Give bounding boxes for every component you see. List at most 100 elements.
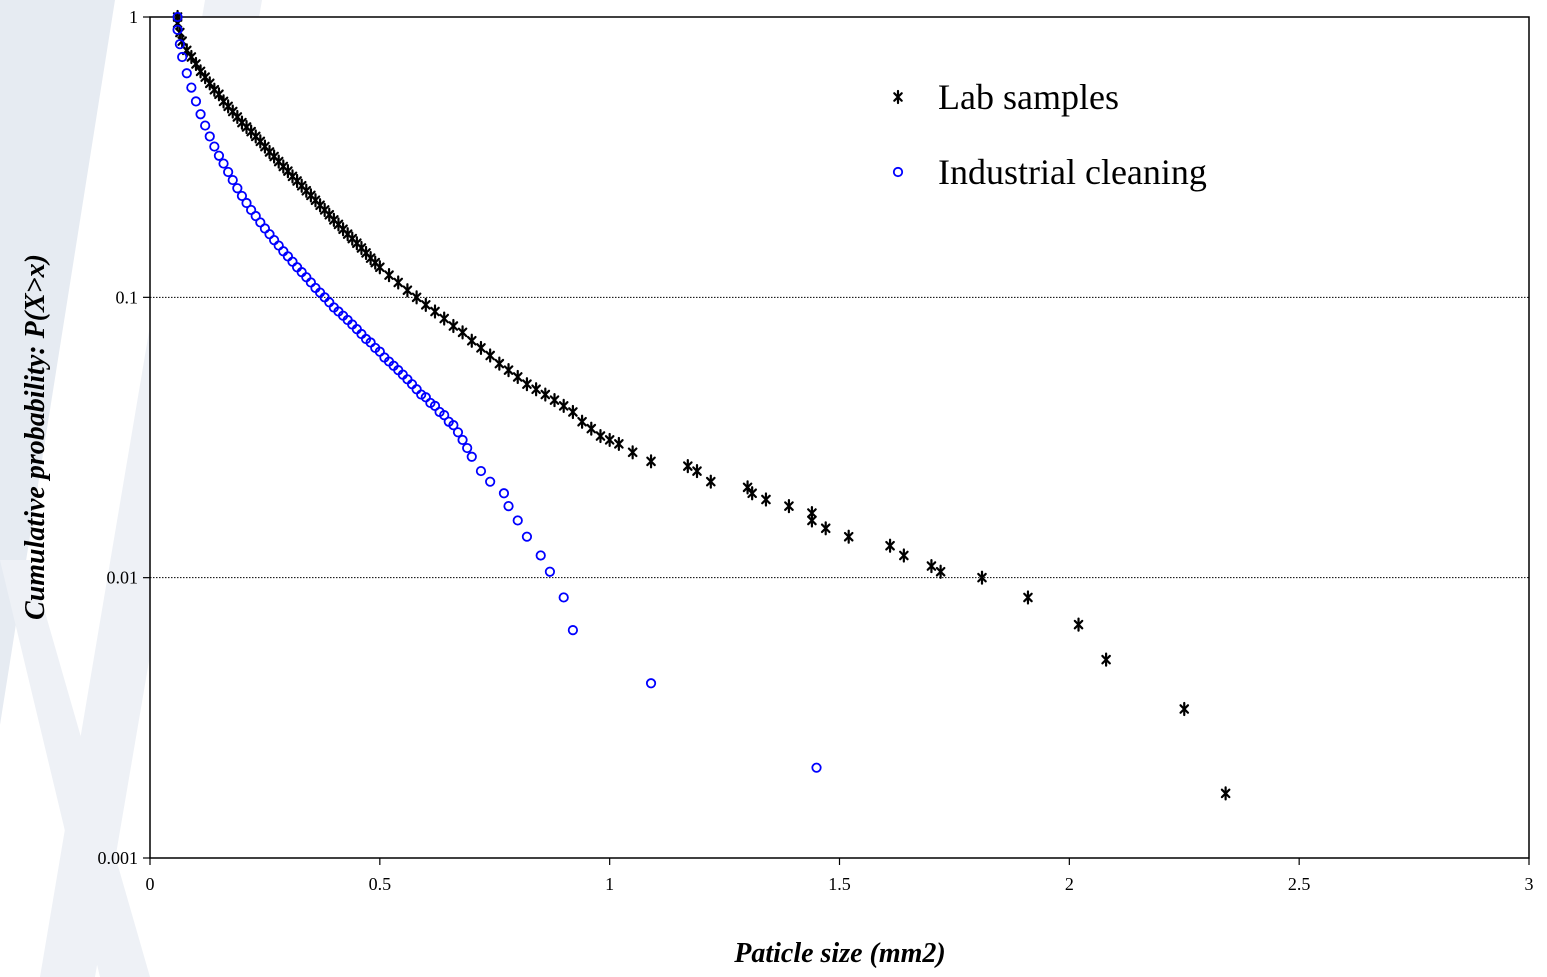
industrial-cleaning-point [452, 427, 464, 438]
lab-sample-point [784, 499, 794, 514]
x-axis-title: Paticle size (mm2) [733, 938, 946, 969]
industrial-cleaning-point [195, 109, 206, 120]
lab-sample-point [494, 356, 505, 371]
industrial-cleaning-point [645, 678, 657, 689]
x-tick-label: 0 [146, 874, 155, 894]
lab-sample-point [595, 428, 606, 444]
industrial-cleaning-point [204, 131, 215, 142]
legend-label: Industrial cleaning [938, 152, 1207, 192]
lab-sample-point [682, 459, 693, 474]
background-stripe [0, 0, 115, 725]
industrial-cleaning-point [241, 197, 252, 209]
lab-sample-point [843, 529, 854, 544]
lab-sample-point [977, 570, 987, 585]
industrial-cleaning-point [457, 434, 468, 446]
industrial-cleaning-point [172, 24, 183, 35]
background-stripe [0, 560, 150, 977]
series-industrial-cleaning [172, 11, 822, 773]
industrial-cleaning-point [177, 51, 188, 63]
x-tick-label: 1 [605, 874, 614, 894]
plot-background [150, 17, 1529, 858]
lab-sample-point [531, 382, 541, 397]
industrial-cleaning-point [209, 141, 220, 152]
industrial-cleaning-point [232, 183, 243, 194]
industrial-cleaning-point [558, 592, 569, 603]
industrial-cleaning-point [498, 488, 510, 499]
industrial-cleaning-point [521, 531, 533, 542]
industrial-cleaning-point [475, 465, 487, 477]
lab-sample-point [476, 340, 486, 356]
lab-sample-point [485, 348, 495, 363]
x-tick-label: 2.5 [1288, 874, 1311, 894]
lab-sample-point [448, 318, 459, 334]
axes: 0 0.5 1 1.5 2 2.5 3 0.001 0.01 0.1 1 [98, 7, 1534, 894]
industrial-cleaning-point [567, 625, 578, 636]
industrial-cleaning-point [172, 11, 183, 23]
lab-sample-point [204, 76, 215, 91]
lab-sample-point [807, 513, 817, 528]
x-tick-label: 3 [1525, 874, 1534, 894]
lab-sample-point [402, 283, 413, 298]
lab-sample-point [820, 521, 831, 536]
lab-sample-point [1023, 590, 1033, 605]
lab-sample-point [761, 492, 771, 507]
lab-sample-point [549, 392, 560, 408]
x-tick-label: 0.5 [369, 874, 392, 894]
industrial-cleaning-point [811, 762, 822, 773]
lab-sample-point [522, 377, 532, 392]
lab-sample-point [899, 548, 909, 563]
industrial-cleaning-point [512, 515, 523, 526]
lab-sample-point [1220, 786, 1231, 801]
lab-sample-point [604, 432, 615, 448]
lab-sample-point [1101, 652, 1111, 667]
industrial-cleaning-point [503, 501, 514, 512]
lab-sample-point [627, 445, 638, 460]
industrial-cleaning-point [223, 166, 234, 178]
lab-sample-point [540, 387, 551, 402]
lab-sample-point [512, 369, 523, 385]
lab-sample-point [503, 363, 514, 378]
lab-sample-point [457, 325, 468, 340]
lab-sample-point [466, 333, 477, 348]
series-layer [172, 9, 1231, 801]
y-tick-label: 0.1 [116, 287, 139, 307]
industrial-cleaning-point [213, 150, 225, 161]
industrial-cleaning-point [535, 550, 546, 561]
lab-sample-point [586, 421, 597, 436]
industrial-cleaning-point [485, 476, 496, 487]
industrial-cleaning-point [466, 451, 477, 462]
industrial-cleaning-point [439, 410, 450, 421]
lab-sample-point [1179, 701, 1190, 717]
x-tick-label: 1.5 [828, 874, 851, 894]
y-tick-label: 0.001 [98, 848, 139, 868]
lab-sample-point [375, 260, 385, 275]
industrial-cleaning-point [218, 158, 229, 169]
industrial-cleaning-point [448, 420, 459, 431]
lab-sample-point [393, 275, 404, 290]
y-tick-label: 0.01 [107, 568, 139, 588]
industrial-cleaning-point [250, 210, 261, 222]
industrial-cleaning-point [186, 82, 197, 93]
industrial-cleaning-point [200, 120, 211, 131]
plot-area [150, 17, 1529, 858]
lab-sample-point [935, 564, 946, 579]
x-tick-label: 2 [1065, 874, 1074, 894]
lab-sample-point [439, 311, 450, 326]
lab-sample-point [430, 304, 440, 319]
lab-sample-point [411, 290, 422, 305]
lab-sample-point [568, 404, 578, 420]
lab-sample-point [186, 49, 197, 65]
industrial-cleaning-point [462, 442, 473, 454]
industrial-cleaning-point [544, 566, 556, 577]
legend-marker-industrial-cleaning [892, 166, 904, 178]
lab-sample-point [558, 398, 569, 413]
legend: Lab samples Industrial cleaning [892, 77, 1207, 192]
industrial-cleaning-point [174, 39, 185, 50]
lab-sample-point [926, 558, 937, 574]
y-axis-title: Cumulative probability: P(X>x) [20, 254, 51, 620]
lab-sample-point [885, 538, 895, 553]
lab-sample-point [692, 463, 702, 479]
series-lab-samples [172, 9, 1231, 801]
lab-sample-point [646, 454, 656, 469]
